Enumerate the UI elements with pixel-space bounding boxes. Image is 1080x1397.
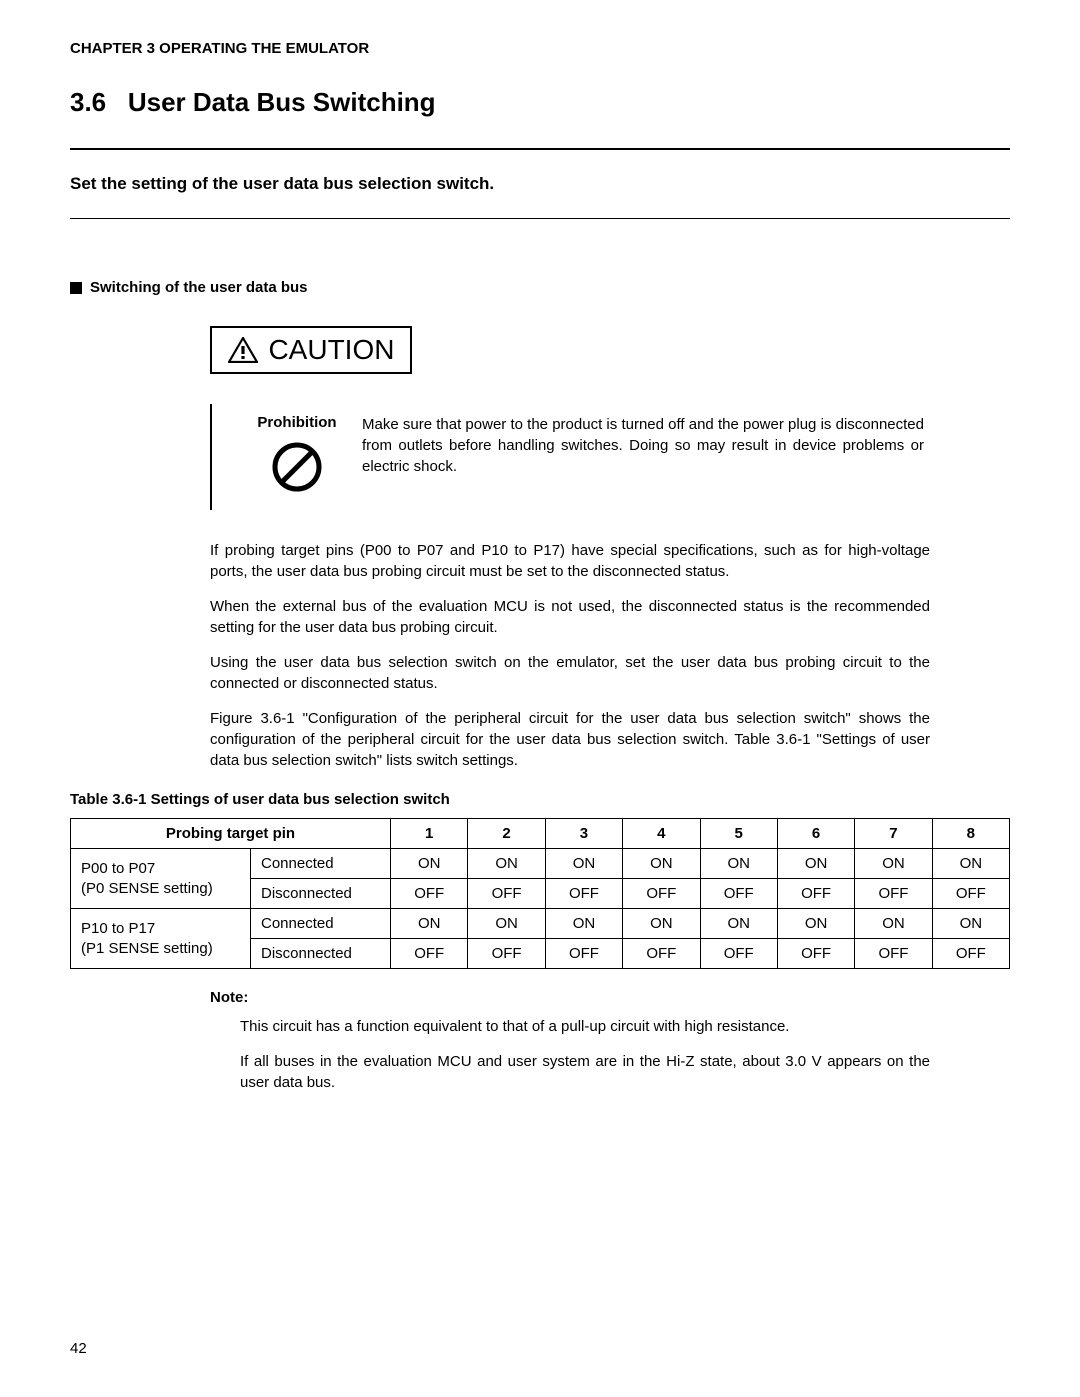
table-cell-value: OFF (700, 879, 777, 909)
pin-range: P10 to P17 (81, 920, 155, 937)
table-cell-value: ON (855, 849, 932, 879)
body-text-block: If probing target pins (P00 to P07 and P… (210, 540, 930, 771)
body-paragraph: If probing target pins (P00 to P07 and P… (210, 540, 930, 582)
section-number: 3.6 (70, 87, 106, 117)
table-cell-value: OFF (855, 879, 932, 909)
table-cell-state: Connected (251, 909, 391, 939)
table-cell-value: OFF (623, 879, 700, 909)
table-cell-value: ON (468, 909, 545, 939)
body-paragraph: Figure 3.6-1 "Configuration of the perip… (210, 708, 930, 771)
switching-heading: Switching of the user data bus (70, 279, 1010, 296)
caution-box: CAUTION (210, 326, 412, 374)
pin-range: P00 to P07 (81, 860, 155, 877)
pin-setting: (P0 SENSE setting) (81, 880, 213, 897)
note-paragraph: If all buses in the evaluation MCU and u… (210, 1051, 930, 1093)
table-cell-value: OFF (932, 879, 1009, 909)
table-cell-value: ON (777, 849, 854, 879)
table-header-row: Probing target pin 1 2 3 4 5 6 7 8 (71, 819, 1010, 849)
body-paragraph: When the external bus of the evaluation … (210, 596, 930, 638)
table-cell-value: OFF (855, 939, 932, 969)
page-number: 42 (70, 1340, 87, 1357)
table-cell-value: OFF (468, 939, 545, 969)
table-cell-value: OFF (468, 879, 545, 909)
table-cell-state: Connected (251, 849, 391, 879)
table-cell-value: OFF (700, 939, 777, 969)
table-cell-state: Disconnected (251, 939, 391, 969)
note-block: Note: This circuit has a function equiva… (210, 989, 930, 1093)
warning-triangle-icon (228, 337, 258, 363)
table-cell-pin: P10 to P17 (P1 SENSE setting) (71, 909, 251, 969)
table-cell-pin: P00 to P07 (P0 SENSE setting) (71, 849, 251, 909)
prohibition-icon (269, 439, 325, 495)
bullet-square-icon (70, 282, 82, 294)
table-caption: Table 3.6-1 Settings of user data bus se… (70, 791, 1010, 808)
table-cell-value: ON (623, 849, 700, 879)
table-cell-value: OFF (777, 939, 854, 969)
table-cell-value: ON (700, 849, 777, 879)
table-cell-value: OFF (932, 939, 1009, 969)
table-cell-value: ON (777, 909, 854, 939)
table-cell-value: ON (391, 909, 468, 939)
settings-table: Probing target pin 1 2 3 4 5 6 7 8 P00 t… (70, 818, 1010, 969)
caution-label: CAUTION (268, 334, 394, 365)
prohibition-label: Prohibition (232, 414, 362, 431)
table-cell-value: ON (468, 849, 545, 879)
rule-bottom (70, 218, 1010, 219)
table-header-pin: Probing target pin (71, 819, 391, 849)
table-cell-value: ON (391, 849, 468, 879)
table-cell-state: Disconnected (251, 879, 391, 909)
table-header-col: 8 (932, 819, 1009, 849)
table-cell-value: OFF (391, 879, 468, 909)
table-header-col: 4 (623, 819, 700, 849)
section-title-text: User Data Bus Switching (128, 87, 436, 117)
prohibition-text: Make sure that power to the product is t… (362, 414, 930, 477)
table-header-col: 6 (777, 819, 854, 849)
table-header-col: 3 (545, 819, 622, 849)
table-header-col: 2 (468, 819, 545, 849)
table-cell-value: ON (545, 909, 622, 939)
table-cell-value: ON (855, 909, 932, 939)
table-cell-value: ON (623, 909, 700, 939)
table-cell-value: OFF (777, 879, 854, 909)
table-cell-value: ON (700, 909, 777, 939)
note-paragraph: This circuit has a function equivalent t… (210, 1016, 930, 1037)
table-cell-value: ON (932, 849, 1009, 879)
body-paragraph: Using the user data bus selection switch… (210, 652, 930, 694)
table-row: P10 to P17 (P1 SENSE setting) Connected … (71, 909, 1010, 939)
table-row: P00 to P07 (P0 SENSE setting) Connected … (71, 849, 1010, 879)
table-cell-value: OFF (545, 879, 622, 909)
table-header-col: 5 (700, 819, 777, 849)
pin-setting: (P1 SENSE setting) (81, 940, 213, 957)
section-subtitle: Set the setting of the user data bus sel… (70, 174, 1010, 194)
note-label: Note: (210, 989, 930, 1006)
table-cell-value: OFF (391, 939, 468, 969)
prohibition-block: Prohibition Make sure that power to the … (210, 404, 930, 510)
table-header-col: 1 (391, 819, 468, 849)
table-cell-value: ON (932, 909, 1009, 939)
switching-heading-text: Switching of the user data bus (90, 279, 308, 296)
table-cell-value: OFF (545, 939, 622, 969)
table-cell-value: ON (545, 849, 622, 879)
chapter-header: CHAPTER 3 OPERATING THE EMULATOR (70, 40, 1010, 57)
table-cell-value: OFF (623, 939, 700, 969)
rule-top (70, 148, 1010, 150)
section-title: 3.6 User Data Bus Switching (70, 87, 1010, 118)
table-header-col: 7 (855, 819, 932, 849)
